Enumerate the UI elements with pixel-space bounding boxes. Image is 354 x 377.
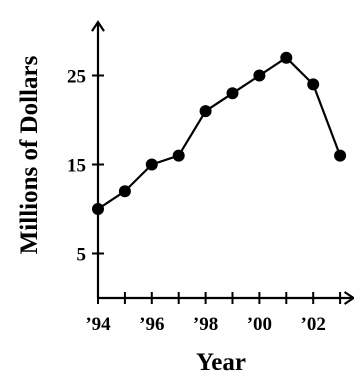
x-tick-label: ’96 [139, 314, 164, 335]
data-point [226, 87, 239, 100]
y-tick-label: 5 [77, 245, 87, 266]
data-point [92, 203, 104, 215]
data-point [280, 51, 293, 64]
x-tick-label: ’98 [193, 314, 218, 335]
series-line-group [92, 51, 347, 215]
data-point [118, 185, 131, 198]
series-line [97, 56, 342, 210]
y-tick-label: 15 [67, 156, 86, 177]
y-axis-title: Millions of Dollars [16, 55, 43, 254]
data-point [199, 105, 212, 118]
x-tick-label: ’02 [301, 314, 326, 335]
y-tick-label: 25 [67, 67, 86, 88]
data-point [145, 158, 158, 171]
x-axis-title: Year [196, 349, 246, 376]
data-point [334, 149, 347, 162]
y-axis-arrow-icon [91, 20, 105, 32]
data-point [172, 149, 185, 162]
data-point [307, 78, 320, 91]
axes: ’94 ’96 ’98 ’00 ’02 5 15 25 [67, 20, 354, 335]
x-tick-label: ’94 [85, 314, 111, 335]
x-tick-label: ’00 [247, 314, 272, 335]
data-point [253, 69, 266, 82]
